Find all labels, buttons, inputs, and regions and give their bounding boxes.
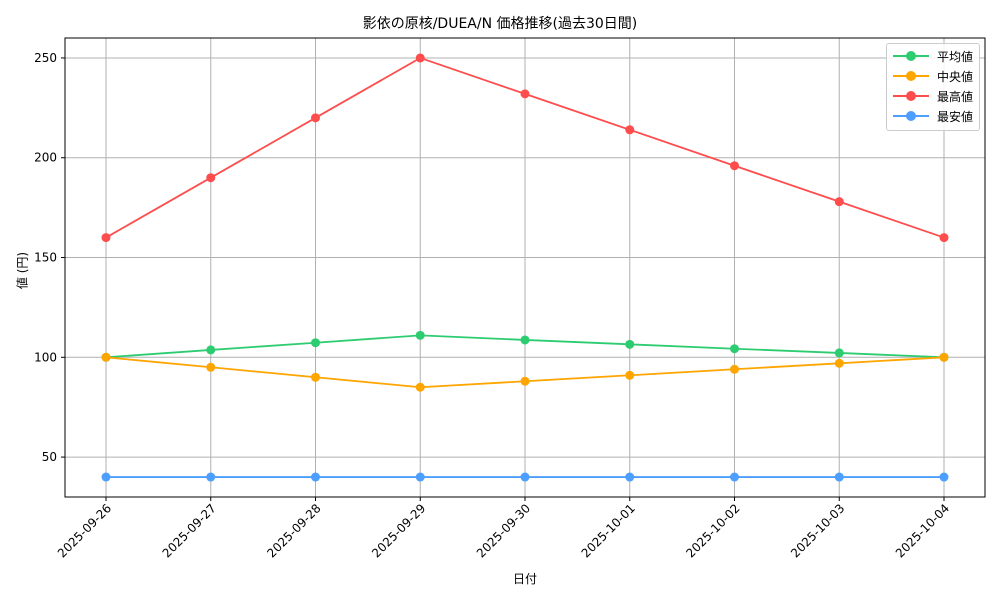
data-point	[311, 472, 320, 482]
data-point	[834, 358, 844, 368]
x-tick-label: 2025-10-03	[788, 501, 847, 560]
data-point	[730, 364, 739, 374]
x-tick-label: 2025-09-28	[264, 501, 323, 560]
legend-item: 最高値	[893, 86, 973, 106]
chart-title: 影依の原核/DUEA/N 価格推移(過去30日間)	[362, 16, 638, 32]
data-point	[520, 89, 530, 99]
data-point	[834, 348, 844, 358]
data-point	[834, 197, 844, 207]
x-tick-label: 2025-10-01	[579, 501, 638, 560]
data-point	[625, 472, 635, 482]
data-point	[311, 338, 320, 348]
data-point	[206, 362, 216, 372]
legend-label: 最高値	[937, 89, 974, 104]
data-point	[415, 472, 425, 482]
data-point	[520, 376, 530, 386]
legend-label: 最安値	[937, 109, 974, 124]
x-tick-label: 2025-09-27	[160, 501, 219, 560]
x-tick-label: 2025-09-29	[369, 501, 428, 560]
data-point	[939, 233, 949, 243]
y-tick-label: 150	[34, 251, 57, 265]
legend-marker-icon	[893, 86, 929, 106]
legend-item: 中央値	[893, 66, 973, 86]
data-point	[415, 382, 425, 392]
legend-marker-icon	[893, 106, 929, 126]
data-point	[939, 352, 949, 362]
data-point	[520, 335, 530, 345]
legend-marker-icon	[893, 46, 929, 66]
data-point	[939, 472, 949, 482]
data-point	[311, 113, 320, 123]
legend-label: 中央値	[937, 69, 974, 84]
data-point	[415, 53, 425, 63]
legend-label: 平均値	[937, 49, 974, 64]
data-point	[520, 472, 530, 482]
x-axis-label: 日付	[512, 572, 537, 586]
x-tick-label: 2025-09-26	[55, 501, 114, 560]
x-tick-label: 2025-10-02	[683, 501, 742, 560]
y-tick-label: 100	[34, 350, 57, 364]
x-tick-label: 2025-09-30	[474, 501, 533, 560]
data-point	[311, 372, 320, 382]
data-point	[625, 125, 635, 135]
x-tick-label: 2025-10-04	[893, 501, 952, 560]
chart-legend: 平均値中央値最高値最安値	[886, 43, 980, 131]
y-tick-label: 50	[42, 450, 57, 464]
data-point	[625, 370, 635, 380]
data-point	[625, 339, 635, 349]
y-tick-label: 200	[34, 151, 57, 165]
legend-marker-icon	[893, 66, 929, 86]
legend-item: 平均値	[893, 46, 973, 66]
data-point	[101, 352, 111, 362]
y-tick-label: 250	[34, 51, 57, 65]
data-point	[206, 345, 216, 355]
data-point	[730, 161, 739, 171]
y-axis-label: 値 (円)	[15, 251, 30, 290]
data-point	[206, 472, 216, 482]
data-point	[206, 173, 216, 183]
legend-item: 最安値	[893, 106, 973, 126]
data-point	[730, 344, 739, 354]
data-point	[101, 472, 111, 482]
data-point	[834, 472, 844, 482]
data-point	[101, 233, 111, 243]
data-point	[730, 472, 739, 482]
data-point	[415, 330, 425, 340]
